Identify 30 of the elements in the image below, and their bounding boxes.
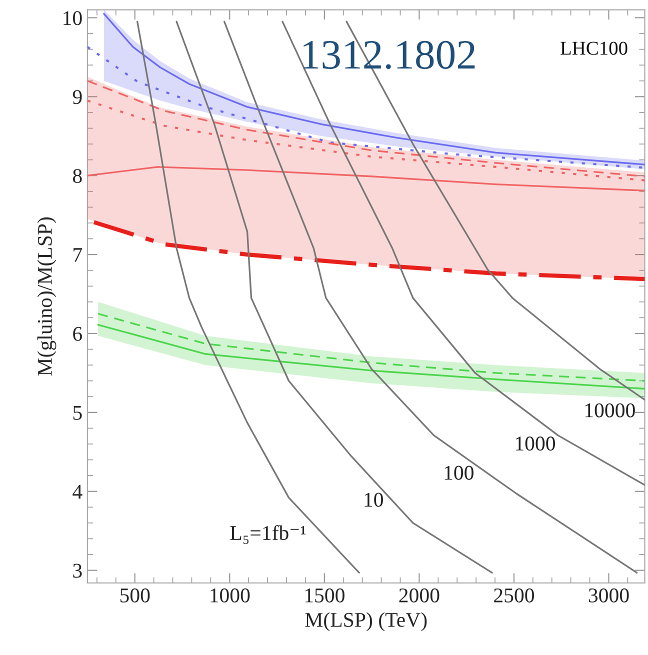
y-tick-label: 3 (73, 564, 82, 578)
y-tick-label: 10 (64, 11, 82, 26)
y-tick-label: 8 (72, 168, 82, 184)
y-tick-label: 6 (73, 326, 82, 341)
y-tick-label: 9 (72, 90, 82, 104)
line-series (176, 20, 493, 574)
line-series (87, 166, 645, 192)
y-tick-label: 4 (72, 484, 82, 499)
y-tick-label: 5 (73, 406, 82, 420)
annotation: L₅=1fb⁻¹ (230, 525, 306, 544)
x-tick-label: 500 (120, 588, 150, 602)
line-series (87, 80, 645, 178)
x-tick-label: 1000 (210, 588, 250, 602)
x-tick-label: 2500 (494, 588, 534, 602)
annotation: LHC100 (560, 42, 628, 55)
x-tick-label: 3000 (588, 588, 629, 602)
line-series (97, 324, 645, 390)
y-tick-label: 7 (74, 248, 82, 262)
annotation: 10 (364, 492, 383, 507)
line-series (97, 312, 645, 382)
x-axis-title: M(LSP) (TeV) (305, 612, 427, 632)
line-series (224, 20, 638, 574)
annotation: 1000 (516, 436, 556, 451)
line-series (282, 20, 645, 486)
x-tick-label: 1500 (305, 588, 344, 602)
annotation: 100 (444, 466, 474, 480)
annotation: 10000 (585, 403, 635, 418)
line-series (92, 220, 645, 282)
y-axis-title: M(gluino)/M(LSP) (37, 217, 56, 376)
x-tick-label: 2000 (399, 588, 440, 602)
